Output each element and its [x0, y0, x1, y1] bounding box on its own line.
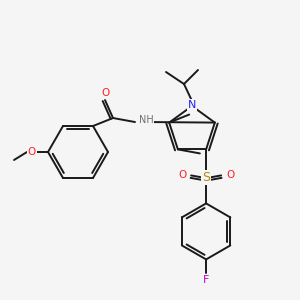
- Text: F: F: [203, 275, 209, 285]
- Text: O: O: [178, 170, 186, 180]
- Text: N: N: [188, 100, 196, 110]
- Text: NH: NH: [139, 115, 154, 125]
- Text: O: O: [28, 147, 36, 157]
- Text: S: S: [202, 171, 210, 184]
- Text: O: O: [226, 170, 234, 180]
- Text: O: O: [101, 88, 109, 98]
